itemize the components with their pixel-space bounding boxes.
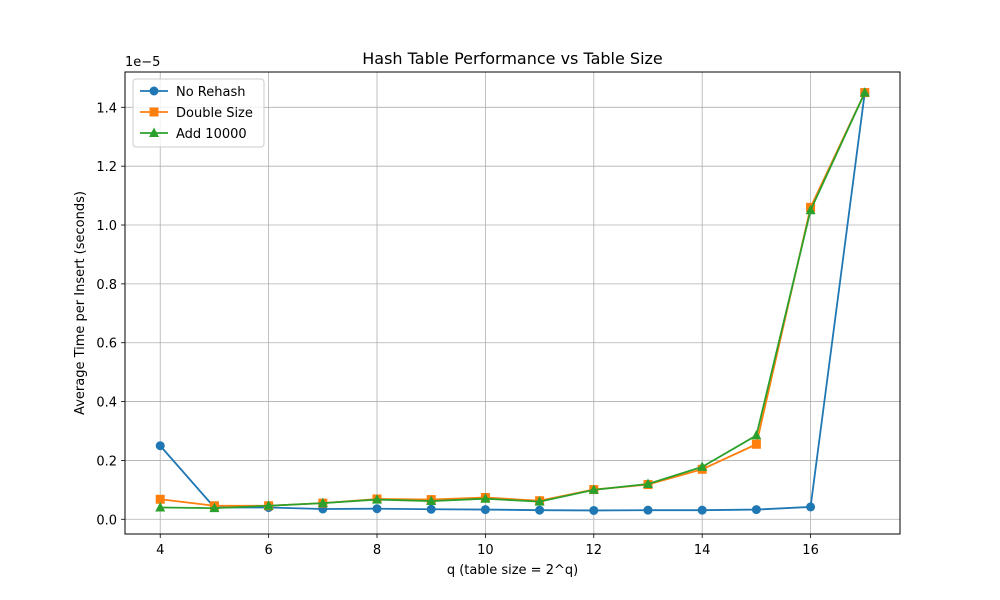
legend-item-add-10000: Add 10000 [140,127,247,142]
data-point-add-10000 [209,502,220,513]
y-axis-ticks: 0.0 0.2 0.4 0.6 0.8 1.0 1.2 1.4 [96,101,125,528]
legend: No Rehash Double Size Add 10000 [132,78,265,148]
data-point-add-10000 [697,461,708,471]
legend-label: No Rehash [176,85,245,100]
y-tick-label: 0.2 [96,454,117,469]
data-point-double-size [155,494,165,504]
series-line-add-10000 [160,92,866,510]
legend-marker [149,127,159,137]
chart-title: Hash Table Performance vs Table Size [362,49,663,68]
legend-label: Double Size [176,106,253,121]
y-tick-label: 0.4 [96,396,117,411]
y-axis-offset-label: 1e−5 [125,55,160,70]
y-tick-label: 0.8 [96,278,117,293]
y-tick-label: 1.0 [96,219,117,234]
data-point-no-rehash [697,505,707,515]
grid-lines [125,72,900,534]
y-tick-label: 1.2 [96,160,117,175]
legend-label: Add 10000 [176,127,247,142]
legend-item-no-rehash: No Rehash [140,85,245,100]
legend-box [132,78,265,148]
series-add-10000 [155,87,870,513]
data-point-add-10000 [751,429,762,440]
data-point-no-rehash [155,441,165,451]
data-point-no-rehash [480,505,490,515]
x-tick-label: 16 [802,543,819,558]
data-point-add-10000 [805,204,816,215]
data-point-add-10000 [534,496,545,506]
data-point-add-10000 [372,494,383,504]
data-point-double-size [751,439,761,449]
data-point-no-rehash [426,504,436,514]
data-point-add-10000 [155,502,166,512]
data-point-no-rehash [806,502,816,512]
data-point-add-10000 [426,495,437,506]
data-point-no-rehash [589,505,599,515]
x-axis-ticks: 4 6 8 10 12 14 16 [156,534,819,558]
data-point-add-10000 [588,484,599,494]
y-tick-label: 0.6 [96,337,117,352]
x-tick-label: 14 [694,543,711,558]
legend-marker [149,107,159,117]
data-point-no-rehash [643,505,653,515]
x-tick-label: 8 [373,543,381,558]
data-point-no-rehash [535,505,545,515]
data-point-add-10000 [480,493,491,503]
data-point-no-rehash [751,505,761,515]
y-tick-label: 0.0 [96,513,117,528]
legend-item-double-size: Double Size [140,106,253,121]
y-axis-label: Average Time per Insert (seconds) [73,191,88,415]
data-point-no-rehash [372,504,382,514]
series-layer [155,87,870,515]
y-tick-label: 1.4 [96,101,117,116]
legend-items: No Rehash Double Size Add 10000 [140,85,253,142]
x-tick-label: 12 [586,543,603,558]
x-tick-label: 10 [477,543,494,558]
x-axis-label: q (table size = 2^q) [447,563,578,578]
data-point-add-10000 [859,87,870,97]
data-point-add-10000 [317,497,328,508]
plot-frame [124,71,901,535]
legend-marker [149,86,159,96]
series-line-no-rehash [159,92,866,512]
x-tick-label: 6 [264,543,272,558]
data-point-add-10000 [263,500,274,510]
data-point-add-10000 [642,478,653,488]
x-tick-label: 4 [156,543,164,558]
